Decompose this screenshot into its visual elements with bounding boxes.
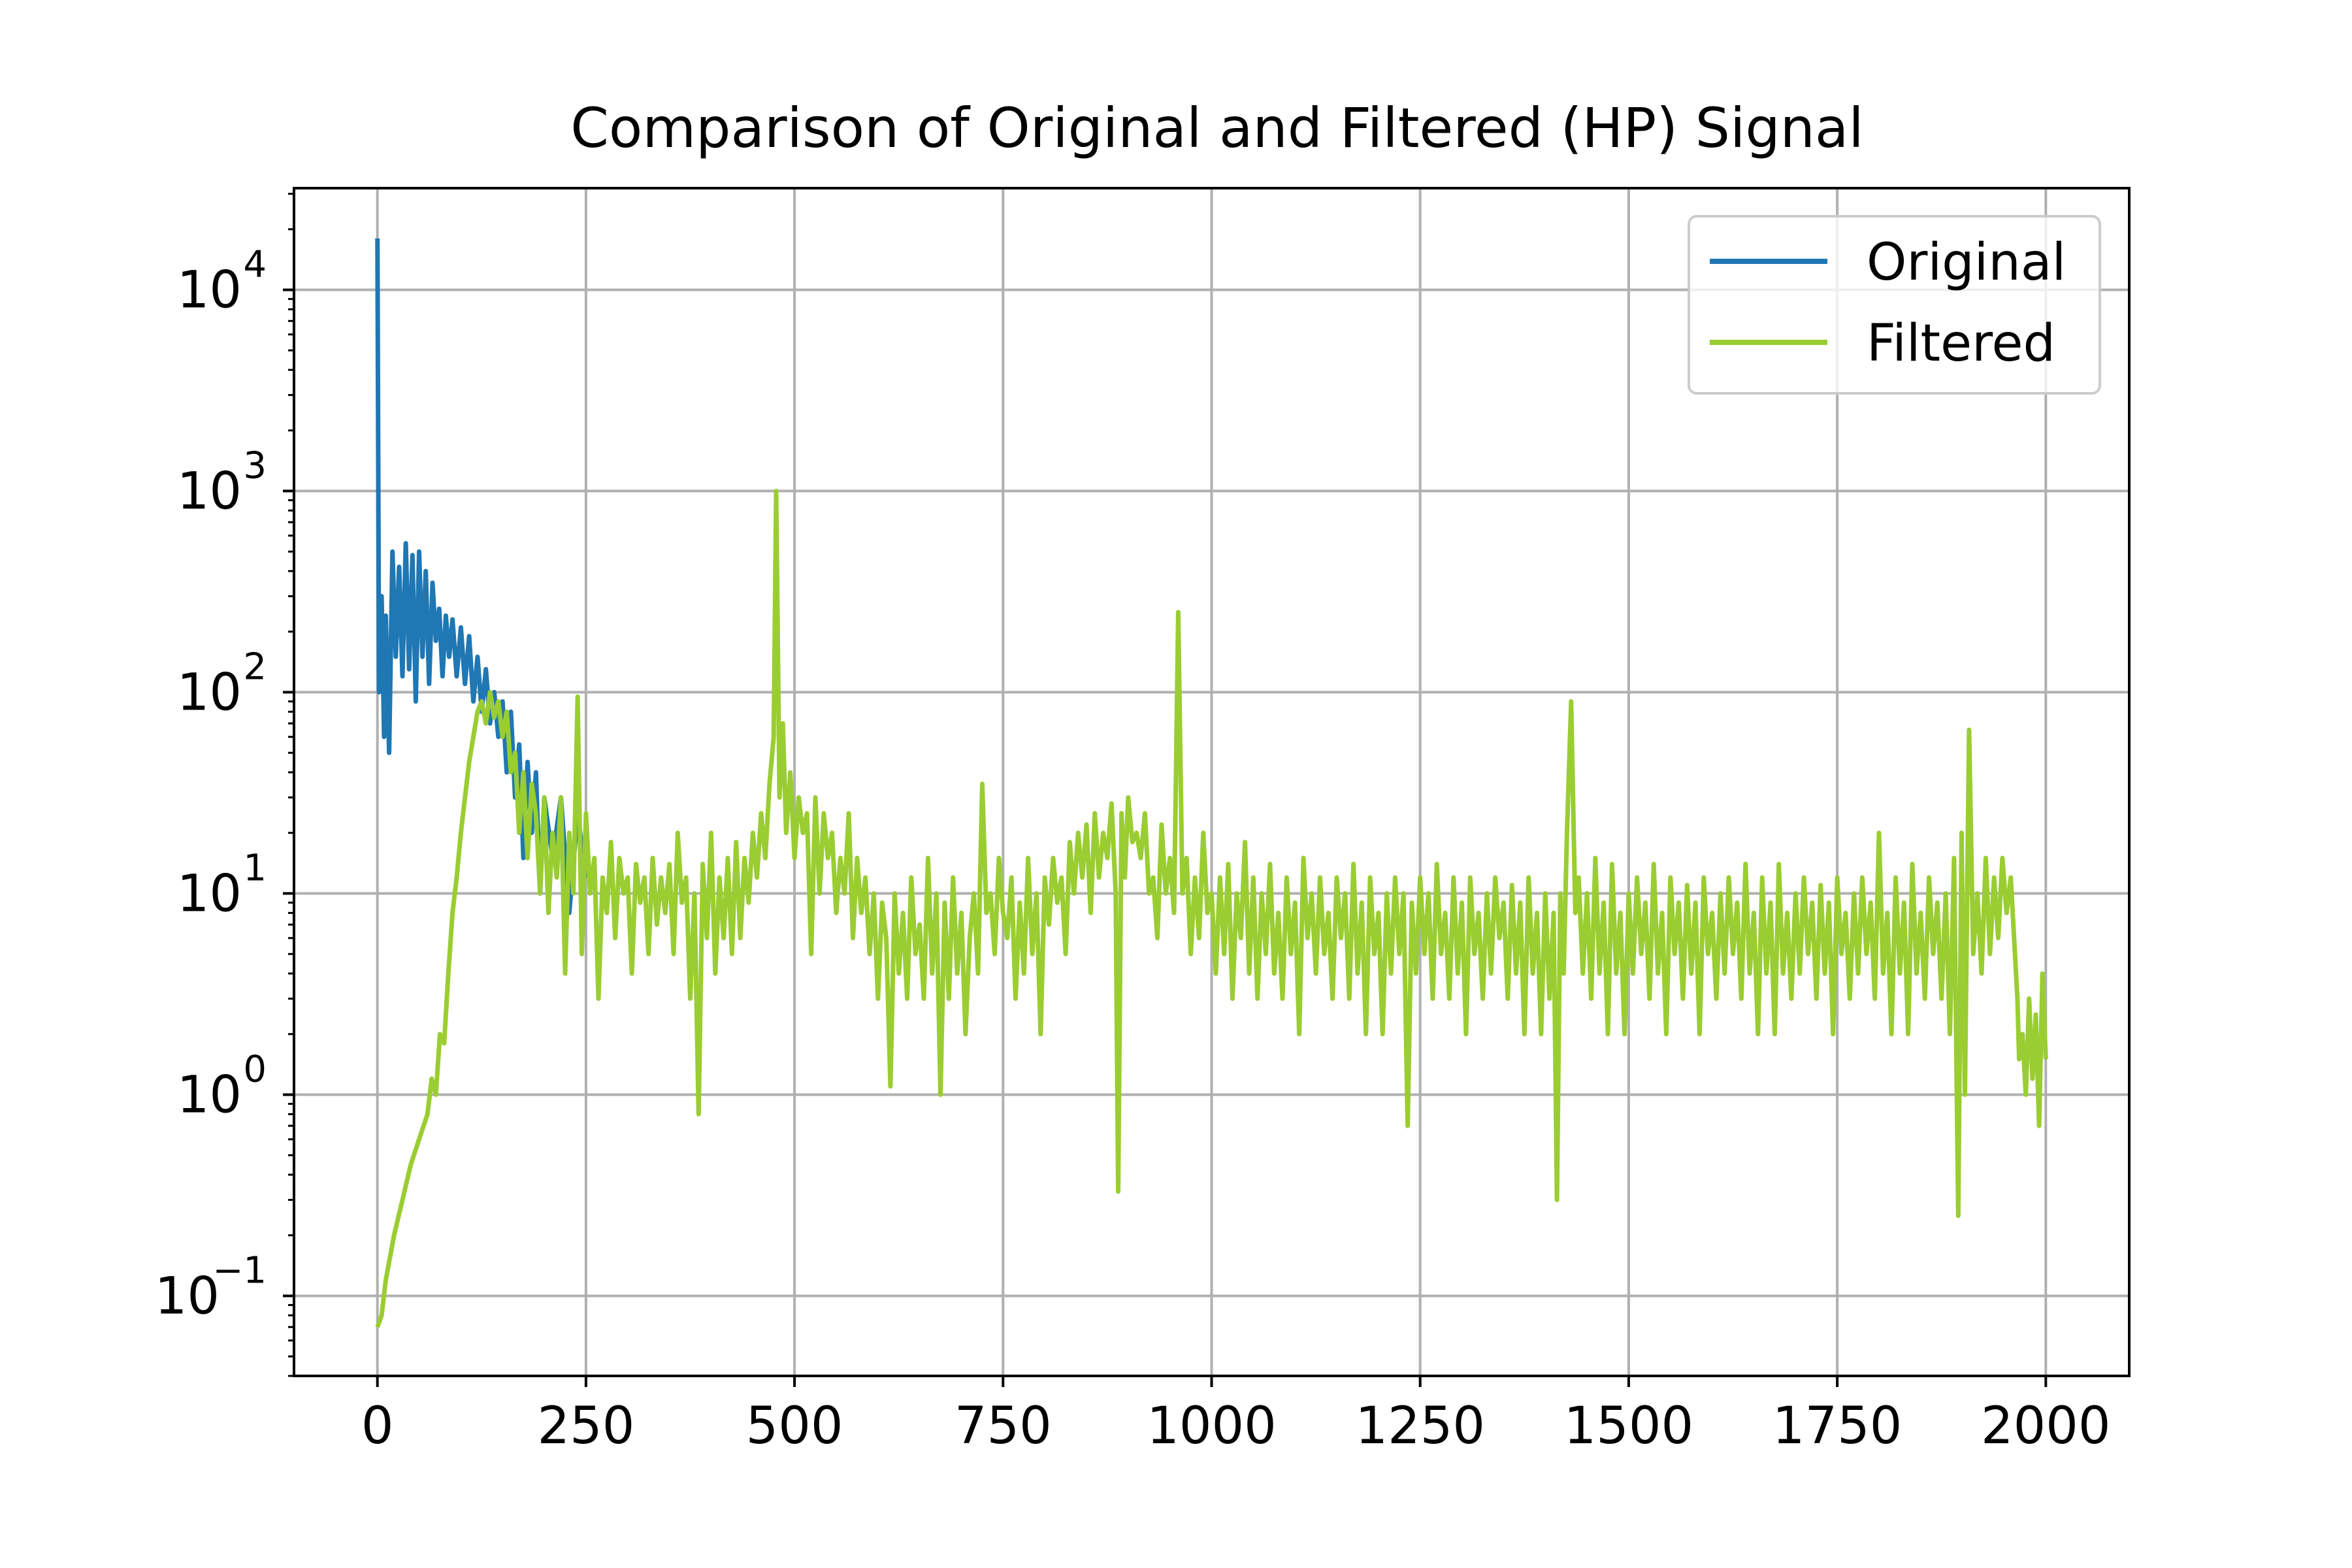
y-tick-exponent: 0 [243, 1048, 267, 1090]
legend-label-filtered: Filtered [1867, 314, 2055, 373]
y-tick-label: 310 [177, 445, 267, 521]
x-tick-label: 750 [955, 1397, 1052, 1456]
x-tick-label: 1500 [1564, 1397, 1694, 1456]
x-tick-label: 2000 [1981, 1397, 2111, 1456]
x-axis: 0 250 500 750 1000 1250 1500 1750 2000 [361, 1376, 2111, 1456]
x-tick-label: 250 [537, 1397, 634, 1456]
series-line-filtered [375, 489, 2048, 1328]
y-tick-base: 10 [177, 864, 242, 923]
y-tick-label: −110 [155, 1249, 267, 1326]
x-tick-label: 500 [746, 1397, 843, 1456]
y-tick-label: 010 [177, 1048, 267, 1124]
y-tick-base: 10 [177, 261, 242, 320]
y-tick-exponent: 3 [243, 445, 267, 487]
y-tick-exponent: 4 [243, 244, 267, 286]
y-tick-exponent: 1 [243, 847, 267, 889]
series-layer [375, 238, 2048, 1328]
y-tick-base: 10 [177, 1066, 242, 1124]
y-tick-exponent: −1 [212, 1249, 267, 1292]
x-tick-label: 1250 [1355, 1397, 1485, 1456]
y-tick-label: 410 [177, 244, 267, 320]
legend: Original Filtered [1688, 215, 2101, 395]
x-tick-label: 1750 [1772, 1397, 1903, 1456]
x-tick-label: 0 [361, 1397, 394, 1456]
legend-label-original: Original [1867, 233, 2066, 292]
y-tick-base: 10 [155, 1267, 220, 1326]
y-tick-base: 10 [177, 463, 242, 521]
y-tick-label: 210 [177, 646, 267, 723]
y-tick-base: 10 [177, 664, 242, 723]
y-tick-exponent: 2 [243, 646, 267, 689]
chart-title: Comparison of Original and Filtered (HP)… [570, 96, 1863, 160]
y-tick-label: 110 [177, 847, 267, 923]
x-tick-label: 1000 [1147, 1397, 1277, 1456]
